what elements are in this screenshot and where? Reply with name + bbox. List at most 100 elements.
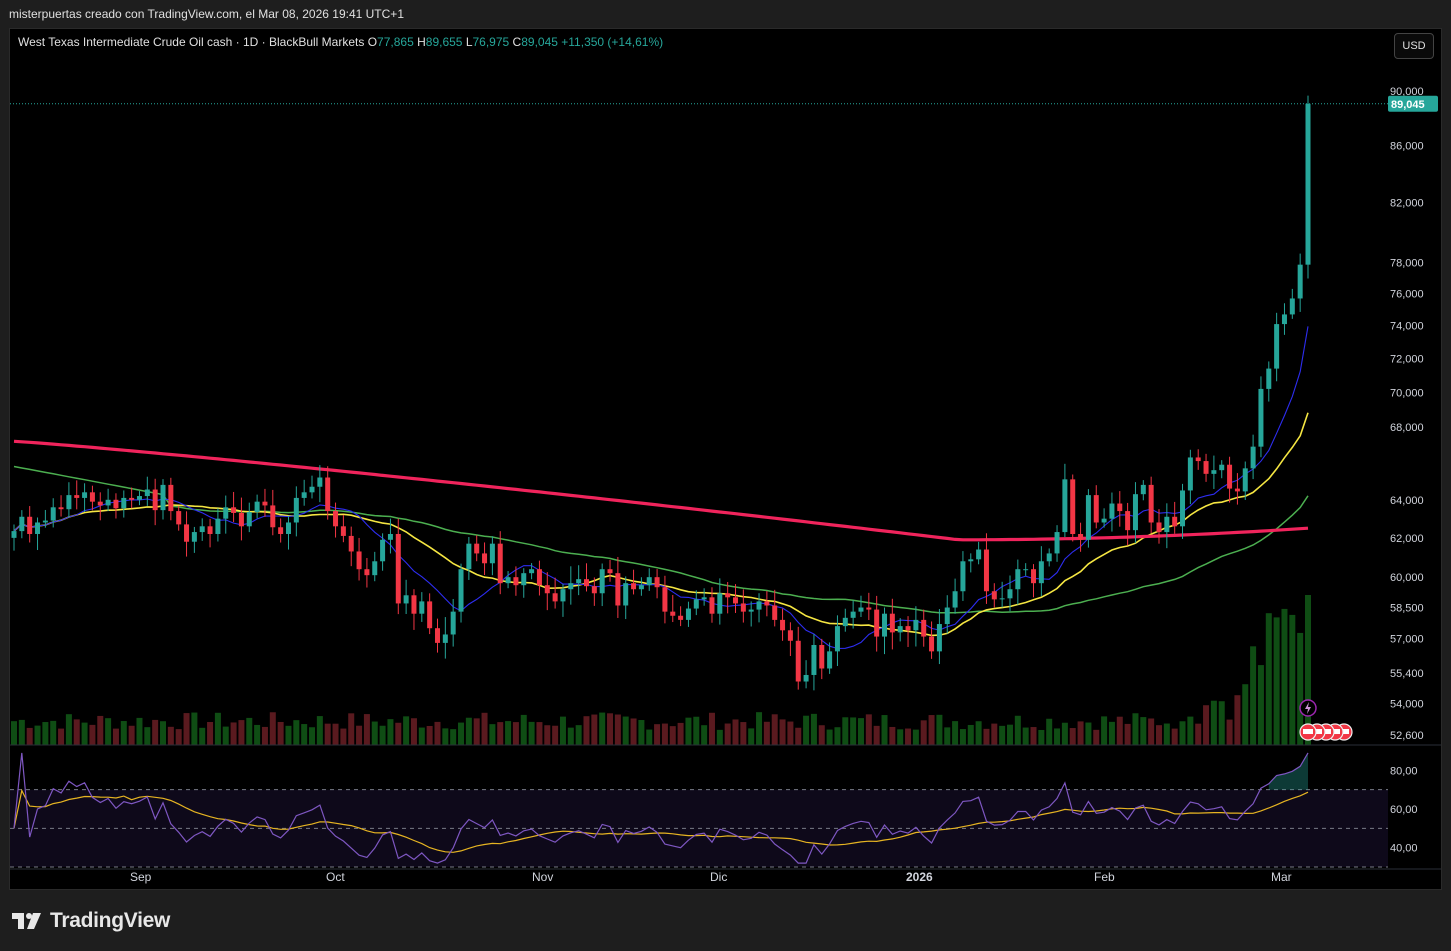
- volume-bar: [740, 722, 747, 745]
- volume-bar: [905, 728, 912, 745]
- candle-body: [717, 593, 723, 614]
- volume-bar: [214, 712, 221, 745]
- volume-bar: [1046, 718, 1053, 745]
- candle-body: [427, 601, 433, 629]
- low-label: L: [465, 35, 473, 49]
- candle-body: [325, 477, 331, 512]
- volume-bar: [191, 712, 198, 745]
- candle-body: [270, 505, 276, 528]
- volume-bar: [1085, 722, 1092, 745]
- volume-bar: [65, 714, 72, 745]
- candle-body: [1007, 589, 1013, 599]
- volume-bar: [1234, 695, 1241, 745]
- candle-body: [536, 569, 542, 586]
- candle-body: [866, 607, 872, 610]
- candle-body: [607, 569, 613, 574]
- currency-button[interactable]: USD: [1394, 33, 1434, 59]
- candle-body: [207, 526, 213, 534]
- volume-bar: [1242, 684, 1249, 745]
- symbol-name[interactable]: West Texas Intermediate Crude Oil cash ·…: [18, 35, 365, 49]
- candle-body: [560, 589, 566, 602]
- candle-body: [842, 617, 848, 627]
- price-chart[interactable]: 90,000 86,000 82,000 78,000 76,000 74,000 72,0…: [10, 29, 1442, 890]
- volume-bar: [1014, 715, 1021, 745]
- volume-bar: [395, 722, 402, 745]
- volume-bar: [771, 714, 778, 745]
- candle-body: [136, 496, 142, 500]
- candle-body: [434, 628, 440, 643]
- moving-averages: [13, 326, 1309, 650]
- volume-bar: [559, 716, 566, 745]
- candle-body: [403, 595, 409, 604]
- tradingview-logo-icon: [12, 913, 41, 929]
- candle-body: [850, 611, 856, 618]
- candle-body: [936, 624, 942, 652]
- candle-body: [576, 579, 582, 584]
- candle-body: [1117, 503, 1123, 512]
- volume-bar: [716, 729, 723, 745]
- volume-bar: [756, 712, 763, 745]
- volume-bar: [1265, 613, 1272, 745]
- volume-bar: [1218, 701, 1225, 745]
- volume-bar: [638, 720, 645, 745]
- ma-long-line: [13, 439, 1309, 542]
- candle-body: [1195, 457, 1201, 462]
- volume-bar: [316, 716, 323, 745]
- volume-bar: [1171, 728, 1178, 745]
- volume-bar: [410, 718, 417, 745]
- volume-bar: [873, 725, 880, 745]
- volume-bar: [983, 728, 990, 745]
- time-tick-label: Oct: [326, 870, 345, 884]
- tradingview-wordmark: TradingView: [50, 909, 171, 932]
- ma-fast-line: [13, 326, 1309, 650]
- chart-container[interactable]: 90,000 86,000 82,000 78,000 76,000 74,000 72,0…: [9, 28, 1442, 890]
- volume-bar: [1069, 728, 1076, 745]
- volume-bar: [1257, 665, 1264, 745]
- volume-bar: [160, 721, 167, 745]
- volume-bar: [1077, 721, 1084, 745]
- candle-body: [913, 619, 919, 631]
- volume-histogram: [11, 595, 1311, 745]
- volume-bar: [434, 721, 441, 745]
- time-tick-label: Feb: [1094, 870, 1115, 884]
- volume-bar: [732, 719, 739, 745]
- rsi-line: [13, 752, 1309, 864]
- candle-body: [1054, 532, 1060, 554]
- candle-body: [442, 634, 448, 643]
- candle-body: [1140, 484, 1146, 495]
- candle-body: [301, 492, 307, 498]
- volume-bar: [277, 721, 284, 745]
- volume-bar: [1281, 608, 1288, 745]
- candle-body: [968, 559, 974, 562]
- volume-bar: [512, 722, 519, 745]
- volume-bar: [458, 722, 465, 745]
- candle-body: [693, 599, 699, 609]
- volume-bar: [646, 729, 653, 745]
- candle-body: [246, 512, 252, 527]
- volume-bar: [1163, 723, 1170, 745]
- candle-body: [952, 591, 958, 608]
- candle-body: [882, 613, 888, 637]
- volume-bar: [497, 722, 504, 745]
- volume-bar: [857, 718, 864, 745]
- candle-body: [834, 626, 840, 652]
- candle-body: [1132, 494, 1138, 531]
- candle-body: [176, 511, 182, 525]
- volume-bar: [1140, 717, 1147, 745]
- volume-bar: [1297, 632, 1304, 745]
- candle-body: [317, 477, 323, 487]
- candle-body: [827, 651, 833, 669]
- volume-bar: [293, 720, 300, 745]
- candle-body: [450, 611, 456, 635]
- volume-bar: [936, 714, 943, 745]
- candle-body: [474, 543, 480, 554]
- candle-body: [364, 569, 370, 576]
- candle-body: [685, 608, 691, 620]
- volume-bar: [1155, 725, 1162, 745]
- volume-bar: [614, 714, 621, 745]
- volume-bar: [834, 727, 841, 745]
- volume-bar: [1179, 721, 1186, 745]
- volume-bar: [112, 728, 119, 745]
- last-price-tag: [1388, 95, 1438, 112]
- volume-bar: [889, 726, 896, 745]
